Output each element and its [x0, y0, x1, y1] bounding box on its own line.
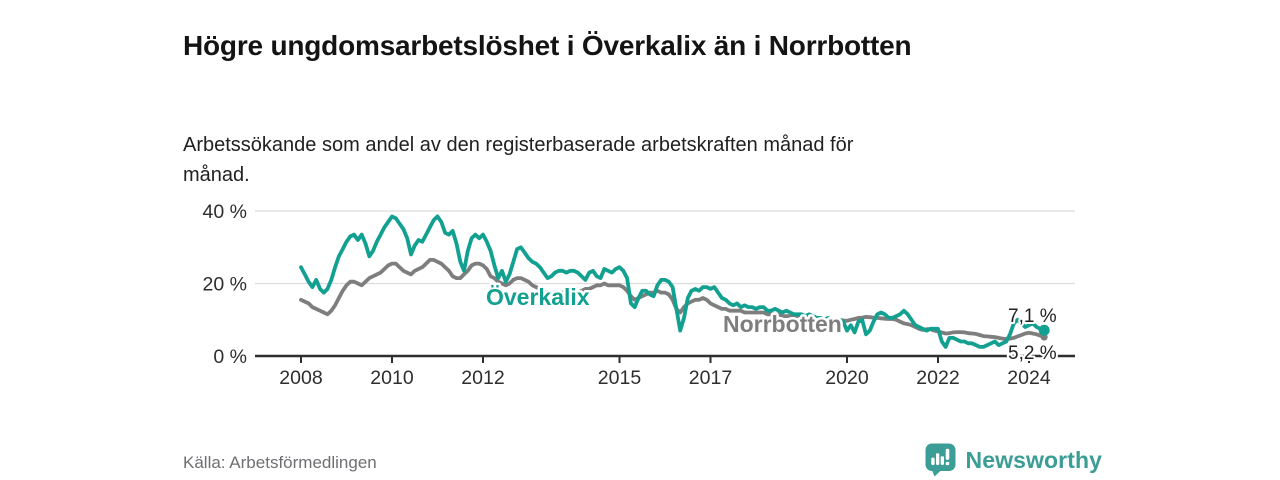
end-value-label-overkalix: 7,1 % [1008, 306, 1057, 327]
x-tick-label-2010: 2010 [370, 367, 414, 389]
series-label-overkalix: Överkalix [486, 284, 590, 310]
x-tick-label-2012: 2012 [461, 367, 504, 389]
newsworthy-brand-text: Newsworthy [965, 446, 1102, 473]
chart-title: Högre ungdomsarbetslöshet i Överkalix än… [183, 29, 912, 61]
x-tick-label-2020: 2020 [825, 367, 869, 389]
x-tick-label-2022: 2022 [916, 367, 959, 389]
newsworthy-logo[interactable]: Newsworthy [925, 443, 1102, 477]
y-axis-label-40: 40 % [203, 201, 247, 223]
series-label-norrbotten: Norrbotten [723, 311, 842, 337]
y-axis-label-20: 20 % [203, 274, 247, 296]
x-tick-label-2017: 2017 [689, 367, 732, 389]
x-tick-label-2015: 2015 [598, 367, 642, 389]
series-line-overkalix [299, 214, 1047, 349]
x-tick-label-2008: 2008 [279, 367, 322, 389]
end-value-label-norrbotten: 5,2 % [1008, 343, 1057, 364]
source-note: Källa: Arbetsförmedlingen [183, 453, 377, 472]
newsworthy-logo-icon [925, 443, 956, 477]
y-axis-label-0: 0 % [213, 346, 247, 368]
x-tick-label-2024: 2024 [1007, 367, 1051, 389]
chart-subtitle: Arbetssökande som andel av den registerb… [183, 134, 854, 186]
end-dot-overkalix [1038, 324, 1050, 336]
